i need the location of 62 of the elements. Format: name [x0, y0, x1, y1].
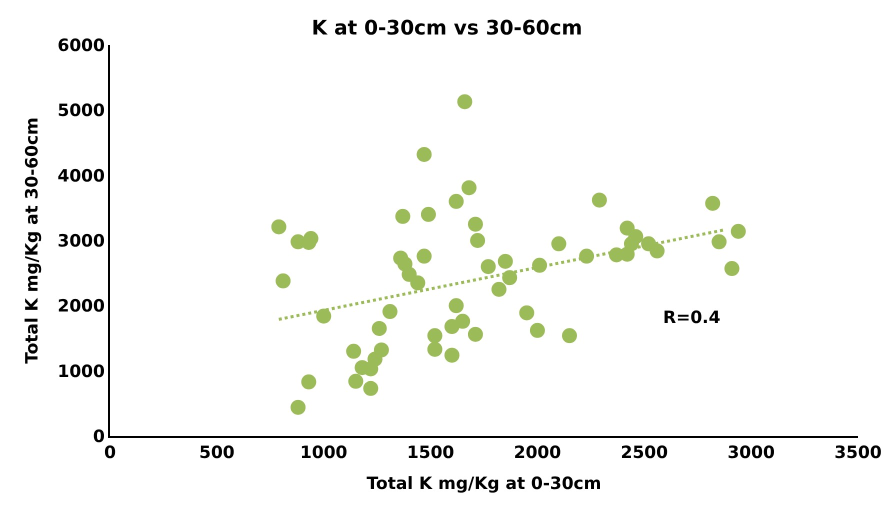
point	[416, 248, 432, 264]
x-tick-label: 3000	[727, 443, 775, 464]
point	[519, 305, 534, 320]
point	[290, 400, 306, 415]
point	[402, 266, 417, 282]
point	[502, 270, 518, 286]
point	[470, 233, 486, 248]
x-axis-title: Total K mg/Kg at 0-30cm	[366, 474, 602, 494]
y-tick-label: 2000	[58, 296, 106, 317]
point	[276, 273, 291, 288]
point	[448, 194, 464, 209]
annotation: R=0.4	[663, 308, 721, 328]
point	[427, 328, 442, 344]
point	[416, 146, 432, 162]
point	[427, 342, 442, 357]
point	[316, 308, 332, 324]
point	[468, 326, 483, 342]
point	[712, 234, 727, 250]
point	[457, 94, 472, 110]
point	[346, 344, 362, 359]
point	[730, 224, 746, 239]
y-tick-label: 0	[93, 426, 106, 447]
point	[480, 259, 496, 274]
point	[301, 374, 316, 390]
point	[374, 342, 389, 358]
point	[382, 304, 398, 320]
point	[420, 206, 436, 222]
point	[348, 374, 364, 389]
point	[491, 282, 506, 297]
point	[410, 275, 426, 290]
y-tick-label: 6000	[58, 36, 106, 56]
point	[363, 380, 378, 396]
chart-title: K at 0-30cm vs 30-60cm	[312, 15, 582, 40]
y-tick-label: 5000	[58, 101, 106, 122]
y-axis-title: Total K mg/Kg at 30-60cm	[22, 117, 43, 364]
point	[444, 348, 460, 363]
point	[724, 261, 740, 276]
point	[498, 254, 513, 269]
y-tick-label: 3000	[58, 231, 106, 252]
point	[705, 196, 720, 211]
point	[468, 216, 483, 232]
point	[455, 314, 470, 329]
point	[592, 192, 607, 208]
x-tick-label: 1500	[406, 443, 454, 464]
point	[562, 328, 577, 344]
point	[620, 220, 635, 236]
x-tick-label: 2000	[514, 443, 562, 464]
point	[395, 208, 410, 224]
point	[462, 180, 477, 196]
point	[628, 229, 644, 244]
point	[650, 243, 665, 258]
y-tick-label: 1000	[58, 362, 106, 382]
y-tick-label: 4000	[58, 166, 106, 186]
x-tick-label: 2500	[620, 443, 668, 464]
x-tick-label: 500	[199, 443, 235, 464]
x-tick-label: 1000	[300, 443, 348, 464]
point	[551, 236, 566, 252]
point	[271, 219, 286, 234]
point	[372, 320, 387, 336]
point	[448, 298, 464, 314]
x-tick-label: 3500	[834, 443, 882, 464]
point	[530, 322, 545, 338]
